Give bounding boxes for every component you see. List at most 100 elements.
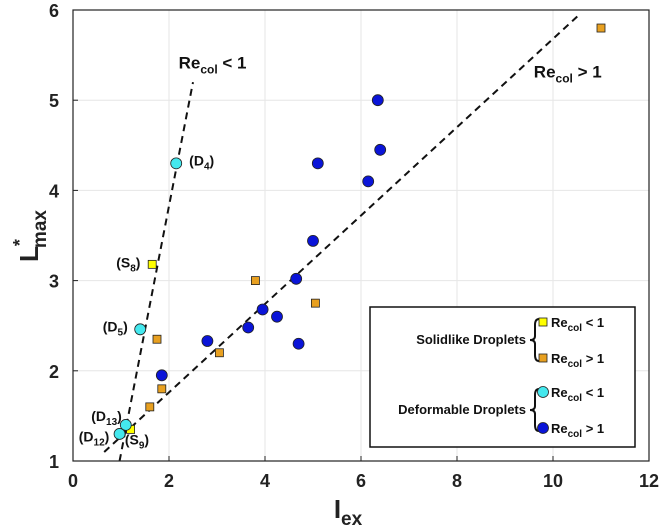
annotation-text: (D [103, 319, 118, 335]
y-tick-label: 6 [49, 1, 59, 21]
x-tick-label: 12 [639, 471, 659, 491]
y-axis-title: L*max [10, 210, 51, 262]
point-deform_low [113, 428, 126, 440]
annotation-close: ) [136, 255, 141, 271]
annotation-text: (S [116, 255, 130, 271]
annotation-text: (D [79, 429, 94, 445]
annotation-sub: 9 [139, 440, 145, 451]
annotation-text: (S [125, 431, 139, 447]
line-label-rest: > 1 [573, 63, 602, 82]
x-axis-title-sub: ex [341, 509, 363, 529]
point-deform_high [374, 143, 387, 156]
legend-marker-deform_high [537, 422, 549, 434]
line-label-sub: col [556, 72, 573, 86]
legend-item-sub: col [568, 359, 583, 370]
point-solid_high [152, 334, 162, 344]
data-points [113, 23, 606, 440]
annotation-close: ) [210, 153, 215, 169]
x-tick-label: 8 [452, 471, 462, 491]
point-deform_high [242, 321, 255, 334]
annotation-sub: 13 [106, 417, 118, 428]
annotation-sub: 5 [118, 328, 124, 339]
point-solid_high [596, 23, 606, 33]
legend-item-main: Re [551, 385, 568, 400]
legend-item-label: Recol < 1 [551, 315, 604, 334]
annotation-close: ) [117, 408, 122, 424]
line-label-main: Re [179, 54, 201, 73]
point-annotation: (D5) [103, 319, 128, 339]
annotation-text: (D [189, 153, 204, 169]
legend-item-label: Recol < 1 [551, 385, 604, 404]
y-tick-label: 2 [49, 362, 59, 382]
point-solid_low [147, 259, 157, 269]
point-solid_high [250, 276, 260, 286]
legend-item-label: Recol > 1 [551, 351, 604, 370]
point-solid_high [310, 298, 320, 308]
x-tick-label: 4 [260, 471, 270, 491]
annotation-close: ) [123, 319, 128, 335]
y-tick-label: 5 [49, 91, 59, 111]
y-tick-label: 4 [49, 181, 59, 201]
x-tick-label: 10 [543, 471, 563, 491]
legend-brace [529, 318, 540, 362]
legend-item-label: Recol > 1 [551, 421, 604, 440]
line-label-recol_lt1: Recol < 1 [179, 54, 247, 77]
point-annotation: (D13) [91, 408, 122, 428]
x-tick-label: 6 [356, 471, 366, 491]
legend-item-main: Re [551, 351, 568, 366]
axis-titles: Iex L*max [10, 210, 363, 529]
line-label-rest: < 1 [218, 54, 247, 73]
legend-box [369, 306, 636, 448]
point-deform_high [155, 369, 168, 382]
y-tick-label: 1 [49, 452, 59, 472]
legend-group-label: Solidlike Droplets [416, 332, 526, 347]
line-label-recol_gt1: Recol > 1 [534, 63, 602, 86]
legend-item-sub: col [568, 393, 583, 404]
point-annotation: (S8) [116, 255, 140, 275]
annotation-text: (D [91, 408, 106, 424]
point-deform_high [271, 310, 283, 323]
x-tick-label: 2 [164, 471, 174, 491]
point-deform_high [256, 303, 269, 316]
point-deform_high [201, 335, 214, 347]
legend-item-rest: > 1 [582, 351, 604, 366]
legend-item-rest: > 1 [582, 421, 604, 436]
x-tick-label: 0 [68, 471, 78, 491]
x-axis-title: Iex [334, 494, 363, 529]
legend-item-rest: < 1 [582, 315, 604, 330]
point-deform_low [119, 419, 132, 431]
legend-item-main: Re [551, 421, 568, 436]
legend-item-sub: col [568, 323, 583, 334]
point-solid_high [157, 384, 167, 394]
annotation-close: ) [144, 431, 149, 447]
legend-marker-solid_low [538, 317, 548, 327]
legend-item-rest: < 1 [582, 385, 604, 400]
point-deform_low [134, 323, 147, 336]
annotation-sub: 4 [204, 162, 210, 173]
point-deform_high [311, 157, 324, 170]
annotation-close: ) [105, 429, 110, 445]
annotation-sub: 12 [94, 438, 106, 449]
point-annotation: (D12) [79, 429, 110, 449]
y-tick-label: 3 [49, 272, 59, 292]
legend-item-sub: col [568, 429, 583, 440]
point-deform_high [307, 235, 319, 247]
point-deform_high [292, 337, 305, 350]
y-axis-title-sup: * [10, 239, 30, 246]
x-axis-title-main: I [334, 494, 341, 524]
point-solid_high [145, 402, 155, 412]
point-annotation: (S9) [125, 431, 149, 451]
point-deform_high [371, 94, 384, 107]
point-solid_high [214, 348, 224, 358]
legend-item-main: Re [551, 315, 568, 330]
fit-line-recol_lt1 [118, 81, 194, 462]
annotations: Recol < 1 Recol > 1(D4)(S8)(D5)(D13)(D12)… [79, 54, 602, 452]
y-axis-title-sub: max [30, 210, 51, 248]
line-label-sub: col [200, 63, 217, 77]
point-deform_high [362, 175, 375, 188]
legend-brace [529, 388, 540, 432]
point-annotation: (D4) [189, 153, 214, 173]
